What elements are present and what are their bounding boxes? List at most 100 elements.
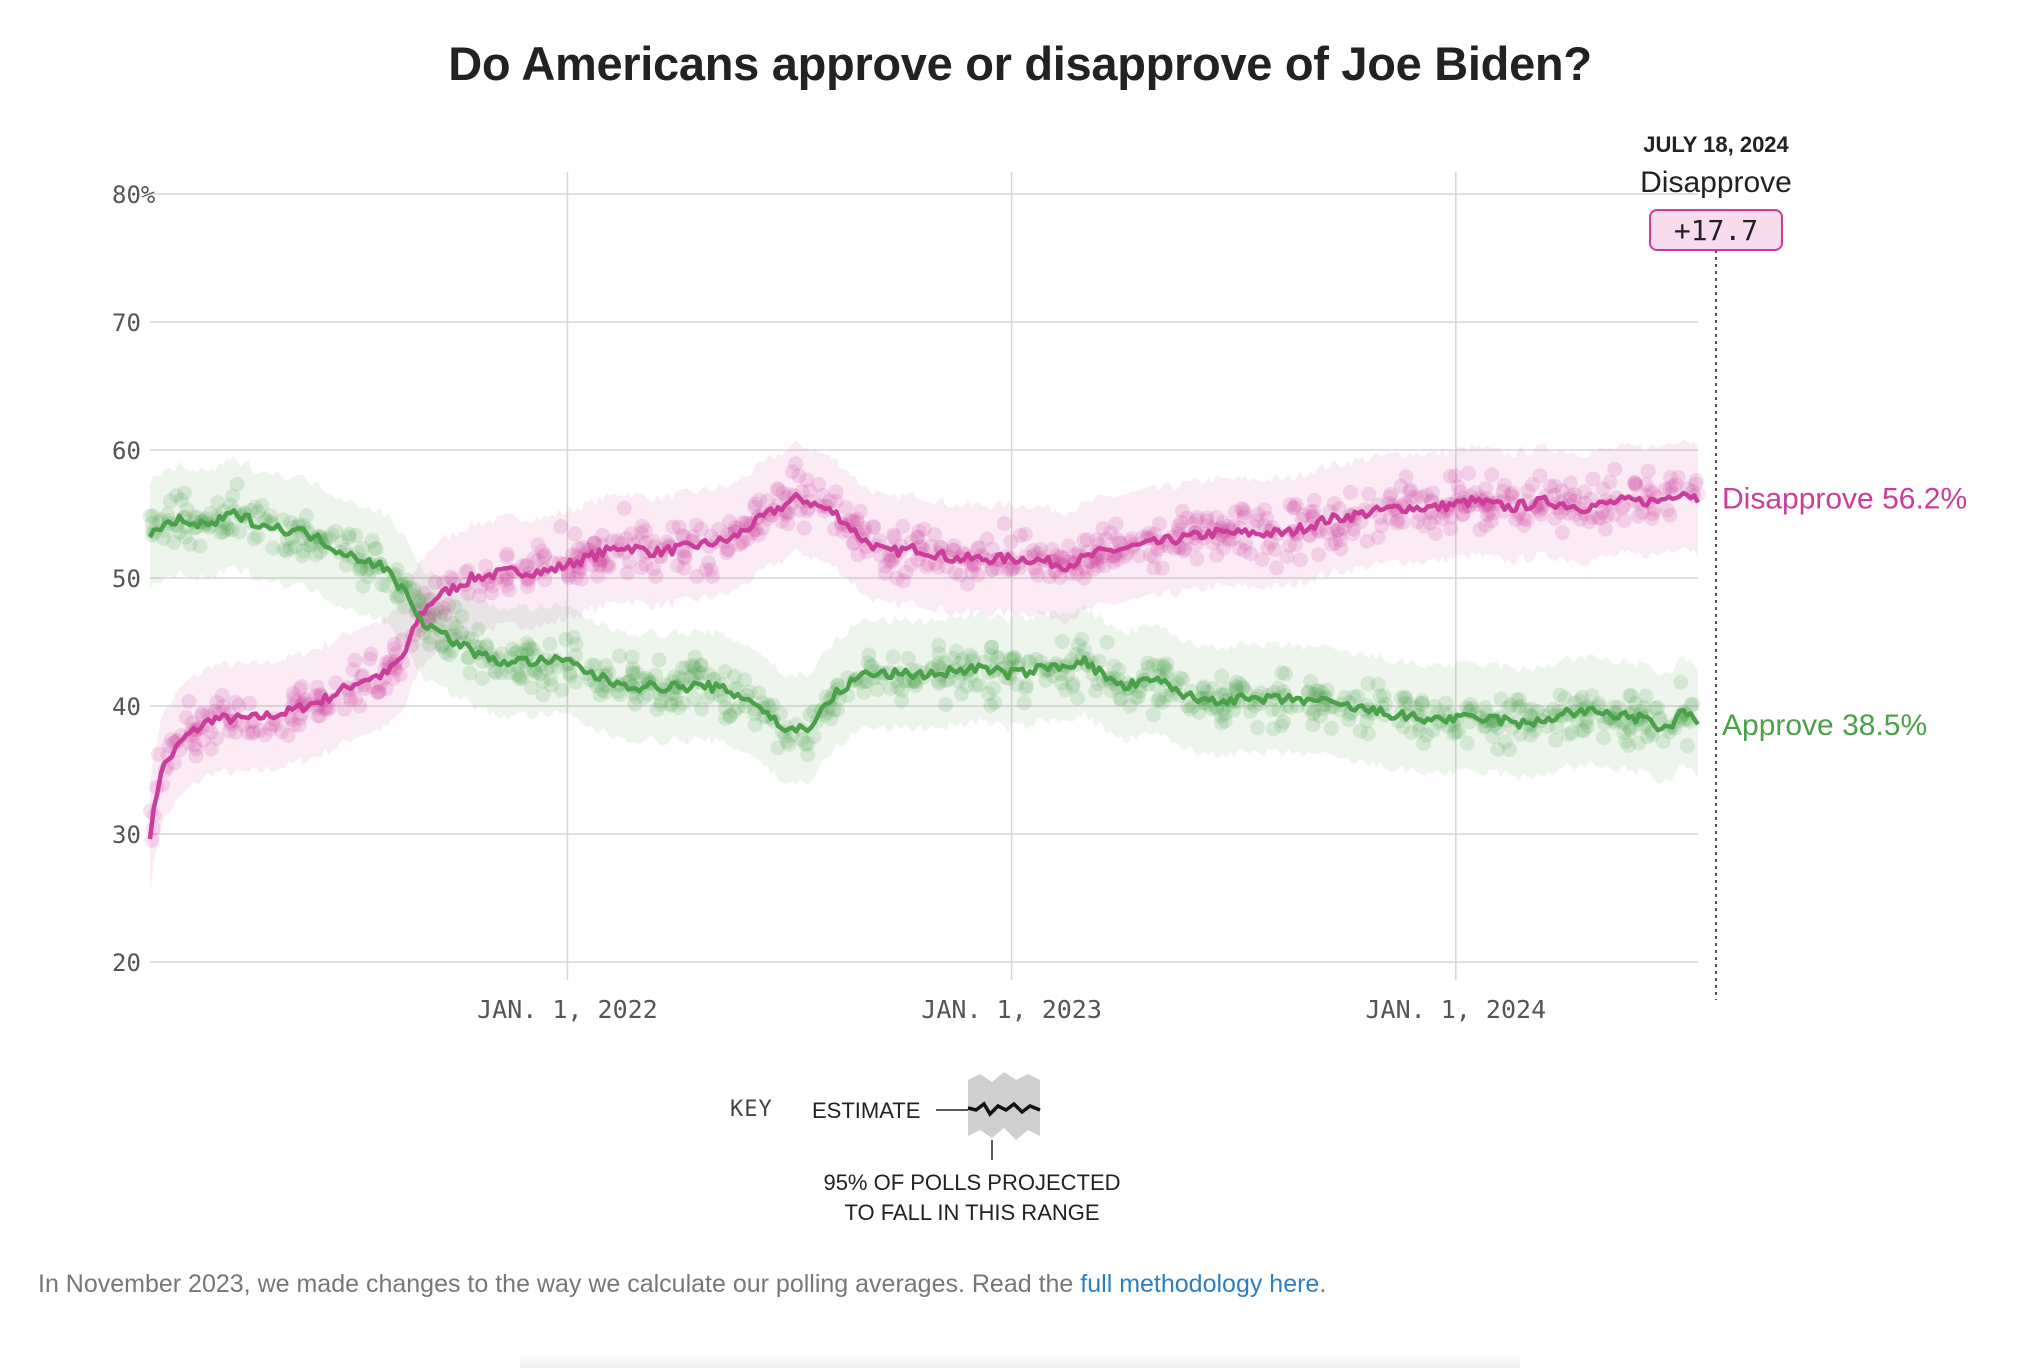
approve-poll-dot: [216, 524, 231, 540]
disapprove-poll-dot: [1189, 551, 1205, 567]
disapprove-poll-dot: [1404, 490, 1420, 506]
disapprove-poll-dot: [567, 526, 583, 542]
approve-poll-dot: [1401, 696, 1417, 712]
disapprove-poll-dot: [677, 550, 693, 566]
disapprove-poll-dot: [676, 560, 692, 576]
approve-poll-dot: [247, 500, 263, 515]
approve-poll-dot: [353, 561, 369, 577]
approve-poll-dot: [1065, 676, 1081, 692]
disapprove-poll-dot: [280, 727, 296, 743]
methodology-link[interactable]: full methodology here: [1080, 1270, 1320, 1298]
approve-poll-dot: [628, 689, 644, 705]
disapprove-poll-dot: [312, 708, 328, 724]
approve-poll-dot: [257, 511, 272, 527]
approve-poll-dot: [568, 636, 584, 652]
disapprove-poll-dot: [799, 472, 815, 488]
approve-poll-dot: [186, 509, 202, 525]
approve-poll-dot: [1319, 682, 1335, 698]
disapprove-poll-dot: [252, 722, 268, 738]
approve-poll-dot: [1623, 722, 1638, 738]
approve-poll-dot: [1175, 671, 1191, 687]
approve-poll-dot: [640, 686, 656, 702]
disapprove-poll-dot: [1324, 536, 1339, 552]
disapprove-poll-dot: [495, 569, 510, 585]
disapprove-poll-dot: [1592, 510, 1608, 526]
disapprove-poll-dot: [1173, 514, 1189, 530]
approve-poll-dot: [931, 660, 947, 675]
approve-poll-dot: [1360, 676, 1376, 692]
approve-poll-dot: [1652, 710, 1668, 726]
approve-poll-dot: [1172, 670, 1188, 686]
disapprove-poll-dot: [693, 521, 709, 537]
approve-poll-dot: [1213, 715, 1229, 731]
approve-poll-dot: [885, 649, 901, 665]
approve-poll-dot: [1509, 692, 1525, 708]
y-tick-label: 80%: [112, 181, 156, 209]
approve-poll-dot: [1309, 683, 1325, 698]
approve-poll-dot: [1008, 676, 1024, 692]
approve-poll-dot: [412, 593, 428, 609]
disapprove-poll-dot: [1402, 484, 1418, 500]
approve-poll-dot: [145, 508, 161, 524]
disapprove-poll-dot: [881, 553, 897, 569]
approve-poll-dot: [723, 707, 738, 723]
approve-poll-dot: [1490, 741, 1506, 757]
disapprove-poll-dot: [1516, 518, 1532, 533]
disapprove-poll-dot: [703, 528, 719, 544]
disapprove-poll-dot: [1285, 500, 1301, 516]
disapprove-poll-dot: [203, 724, 219, 740]
approve-poll-dot: [182, 536, 198, 552]
disapprove-poll-dot: [1516, 511, 1532, 527]
approve-poll-dot: [1106, 658, 1122, 674]
approve-poll-dot: [1647, 700, 1663, 716]
disapprove-poll-dot: [1263, 534, 1279, 550]
disapprove-poll-dot: [1546, 487, 1562, 503]
approve-poll-dot: [1546, 701, 1562, 717]
approve-poll-dot: [410, 590, 426, 606]
disapprove-poll-dot: [909, 530, 925, 546]
disapprove-poll-dot: [903, 557, 919, 573]
approve-poll-dot: [857, 673, 873, 689]
approve-poll-dot: [1235, 679, 1250, 695]
approve-poll-dot: [1169, 675, 1185, 691]
disapprove-poll-dot: [257, 727, 273, 743]
disapprove-poll-dot: [586, 536, 602, 552]
disapprove-poll-dot: [310, 708, 326, 724]
disapprove-poll-dot: [200, 706, 216, 722]
disapprove-poll-dot: [984, 541, 1000, 557]
disapprove-poll-dot: [878, 565, 894, 581]
approve-poll-dot: [1113, 691, 1129, 707]
disapprove-poll-dot: [920, 556, 936, 572]
date-annotation: JULY 18, 2024 Disapprove +17.7: [1640, 132, 1792, 1000]
disapprove-poll-dot: [1056, 551, 1072, 567]
disapprove-poll-dot: [264, 716, 280, 732]
disapprove-poll-dot: [1595, 481, 1611, 497]
approve-poll-dot: [584, 657, 600, 673]
approve-poll-dot: [1503, 697, 1519, 713]
approve-poll-dot: [625, 666, 641, 682]
disapprove-poll-dot: [688, 517, 704, 533]
disapprove-poll-dot: [235, 717, 251, 733]
disapprove-poll-dot: [536, 549, 552, 565]
disapprove-poll-dot: [946, 542, 962, 558]
disapprove-poll-dot: [1017, 526, 1033, 542]
approve-poll-dot: [220, 520, 236, 536]
disapprove-poll-dot: [895, 518, 911, 534]
disapprove-poll-dot: [1306, 493, 1322, 508]
approve-poll-dot: [263, 508, 278, 524]
disapprove-poll-dot: [740, 531, 756, 547]
disapprove-poll-dot: [534, 543, 550, 559]
disapprove-poll-dot: [1628, 478, 1644, 494]
approve-poll-dot: [488, 665, 504, 681]
disapprove-poll-dot: [1232, 540, 1247, 556]
disapprove-poll-dot: [1237, 543, 1252, 559]
disapprove-poll-dot: [1279, 549, 1295, 565]
disapprove-poll-dot: [747, 499, 763, 515]
approve-poll-dot: [1158, 688, 1174, 704]
disapprove-poll-dot: [1408, 489, 1424, 505]
approve-poll-dot: [1214, 687, 1229, 703]
disapprove-poll-dot: [856, 524, 872, 540]
disapprove-poll-dot: [1030, 567, 1046, 583]
disapprove-poll-dot: [1225, 531, 1241, 547]
disapprove-poll-dot: [460, 585, 476, 601]
